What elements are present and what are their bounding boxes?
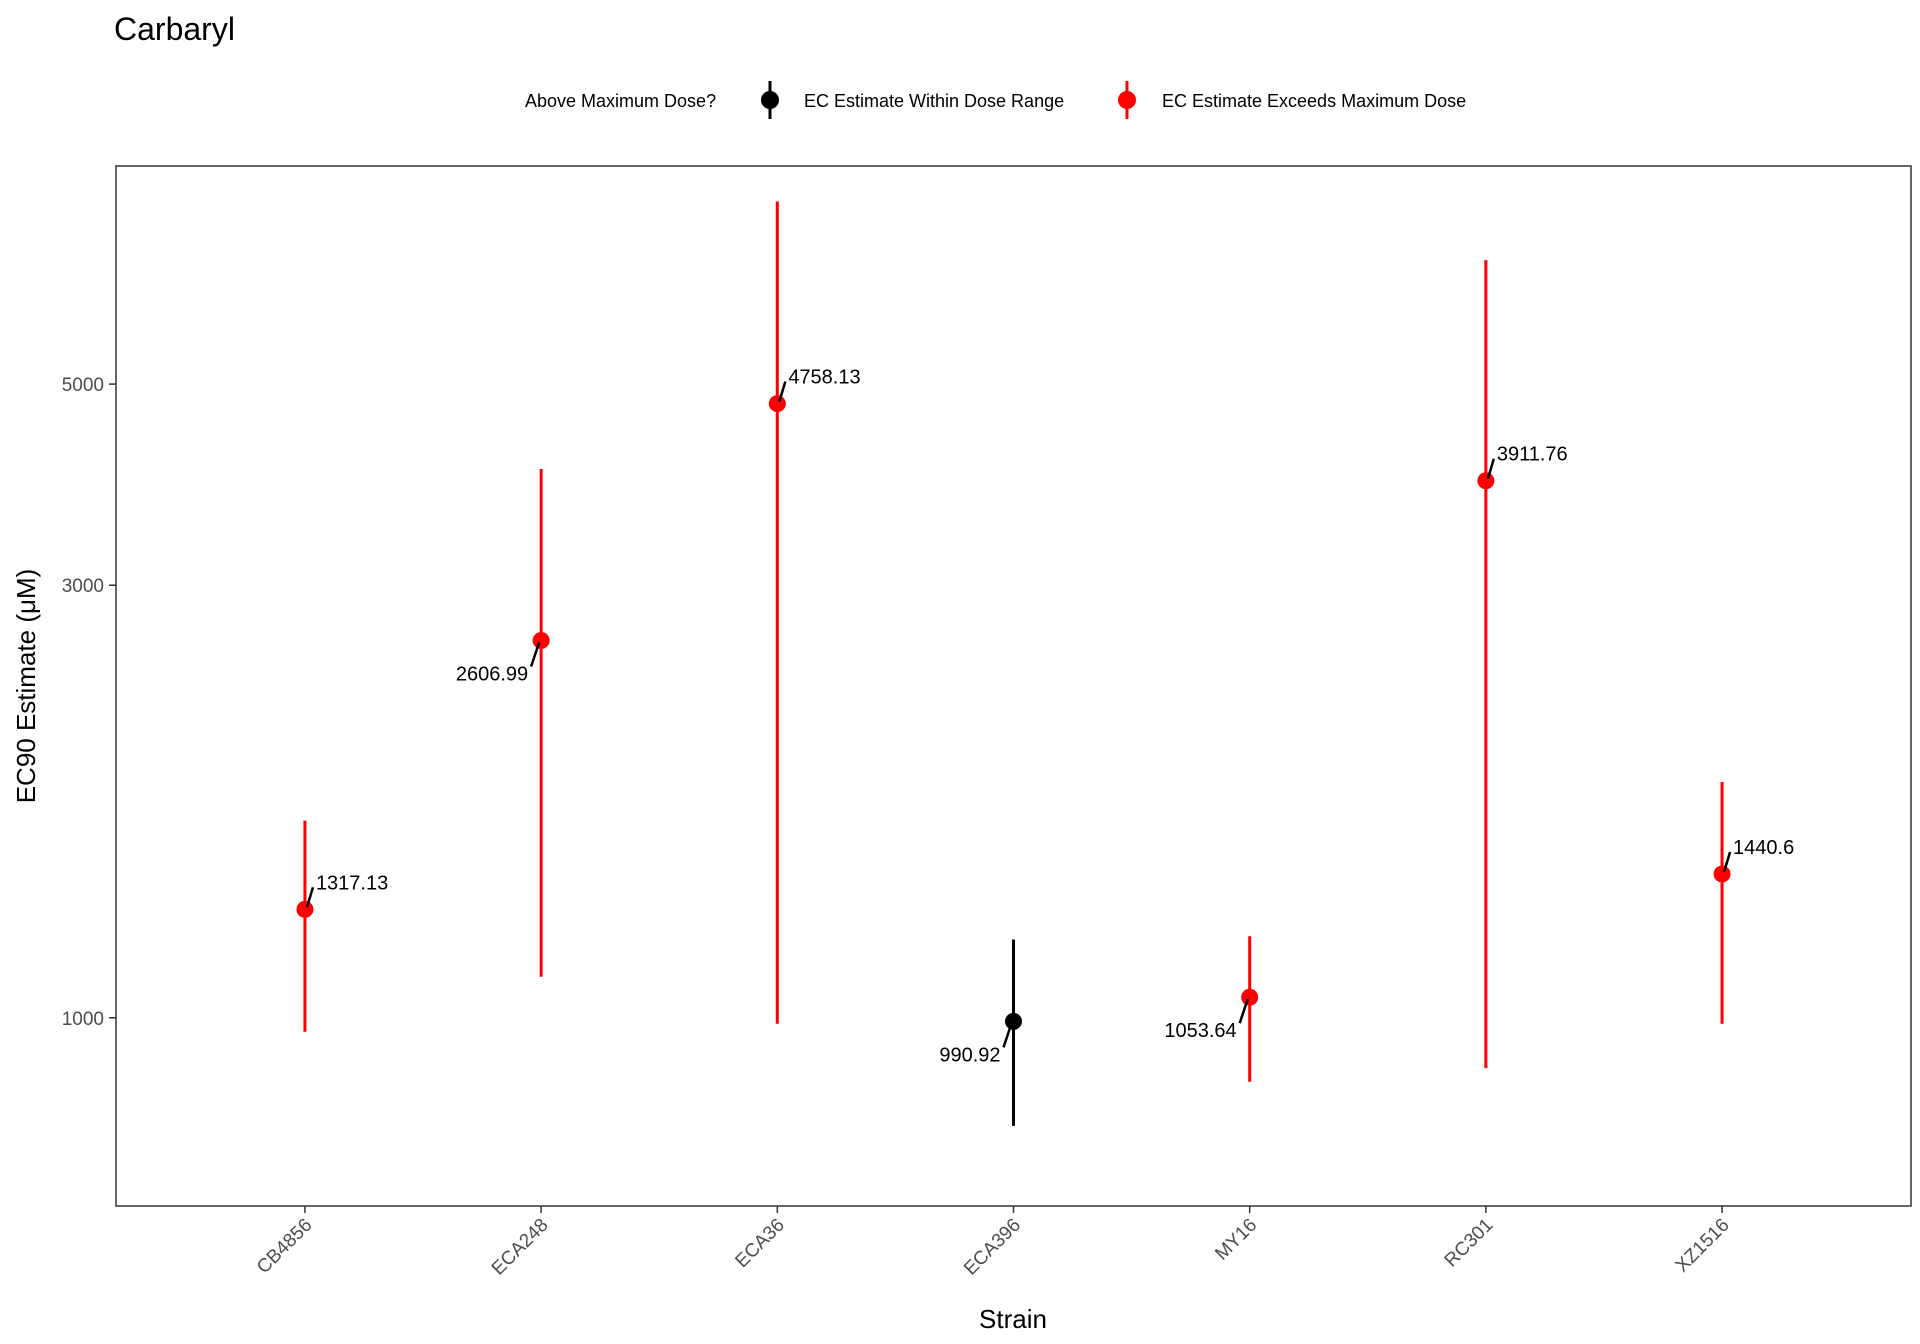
y-tick-label: 1000 bbox=[62, 1009, 104, 1030]
x-axis: CB4856 ECA248 ECA36 ECA396 MY16 RC301 XZ1516 bbox=[253, 1206, 1734, 1280]
data-label: 3911.76 bbox=[1497, 444, 1568, 466]
label-leader bbox=[529, 642, 541, 667]
data-point bbox=[1005, 1012, 1022, 1030]
legend-title: Above Maximum Dose? bbox=[525, 91, 716, 111]
x-tick-label: CB4856 bbox=[253, 1215, 316, 1278]
data-point bbox=[532, 632, 550, 650]
x-tick-label: ECA396 bbox=[960, 1215, 1025, 1280]
data-point bbox=[1477, 472, 1495, 490]
data-label: 1440.6 bbox=[1733, 837, 1794, 859]
label-leader bbox=[1722, 851, 1732, 873]
plot-marks: 1317.13 2606.99 4758.13 990.92 1053.64 3911.7… bbox=[296, 201, 1794, 1126]
data-point bbox=[1241, 988, 1259, 1006]
label-leader bbox=[778, 381, 787, 402]
chart-title: Carbaryl bbox=[114, 11, 235, 47]
x-tick-label: XZ1516 bbox=[1672, 1215, 1734, 1277]
x-axis-title: Strain bbox=[979, 1304, 1047, 1334]
x-tick-label: RC301 bbox=[1441, 1215, 1498, 1272]
label-leader bbox=[1486, 458, 1496, 480]
data-label: 1053.64 bbox=[1164, 1020, 1236, 1042]
legend-key-black-dot bbox=[761, 91, 779, 109]
y-tick-label: 3000 bbox=[62, 576, 104, 597]
label-leader bbox=[305, 886, 315, 908]
x-tick-label: ECA248 bbox=[488, 1215, 553, 1280]
x-tick-label: MY16 bbox=[1211, 1215, 1261, 1265]
x-tick-label: ECA36 bbox=[731, 1215, 788, 1272]
y-axis: 1000 3000 5000 bbox=[62, 375, 116, 1030]
data-point bbox=[768, 395, 786, 413]
label-leader bbox=[1238, 998, 1249, 1024]
legend: Above Maximum Dose? EC Estimate Within D… bbox=[525, 81, 1466, 119]
data-label: 2606.99 bbox=[456, 664, 528, 686]
data-label: 990.92 bbox=[939, 1044, 1000, 1066]
data-point bbox=[296, 900, 314, 918]
data-point bbox=[1713, 865, 1731, 883]
data-label: 4758.13 bbox=[788, 367, 860, 389]
legend-key-red-dot bbox=[1118, 91, 1136, 109]
y-axis-title: EC90 Estimate (μM) bbox=[11, 569, 41, 804]
label-leader bbox=[1002, 1022, 1013, 1048]
legend-label-within: EC Estimate Within Dose Range bbox=[804, 91, 1064, 111]
legend-label-exceeds: EC Estimate Exceeds Maximum Dose bbox=[1162, 91, 1466, 111]
y-tick-label: 5000 bbox=[62, 375, 104, 396]
data-label: 1317.13 bbox=[316, 872, 388, 894]
